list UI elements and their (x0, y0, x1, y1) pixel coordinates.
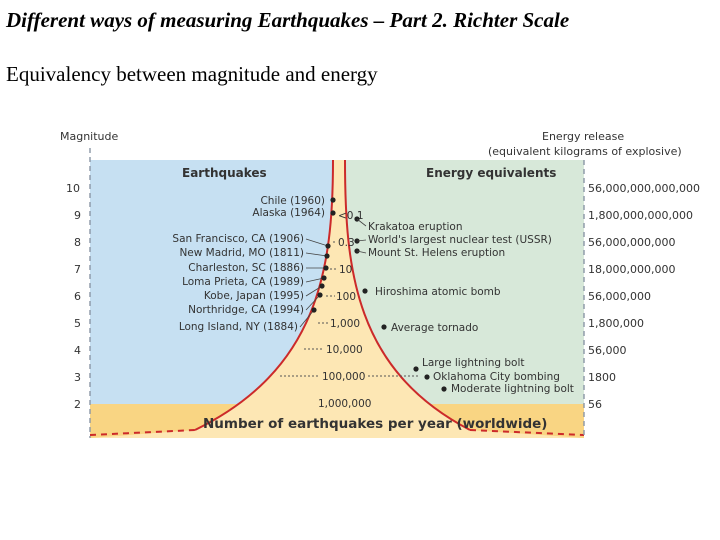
earthquake-label: Northridge, CA (1994) (188, 304, 304, 316)
magnitude-label: 3 (74, 371, 81, 384)
magnitude-label: 10 (66, 182, 80, 195)
equivalent-annotations: Krakatoa eruption World's largest nuclea… (354, 216, 574, 395)
slide-subtitle: Equivalency between magnitude and energy (6, 62, 378, 86)
earthquake-marker (321, 275, 327, 281)
equivalent-label: Large lightning bolt (422, 357, 525, 369)
magnitude-label: 2 (74, 398, 81, 411)
earthquake-annotations: Chile (1960) Alaska (1964) San Francisco… (172, 195, 336, 333)
energy-equivalents-header: Energy equivalents (426, 166, 556, 180)
earthquakes-header: Earthquakes (182, 166, 267, 180)
earthquake-label: Chile (1960) (260, 195, 325, 207)
earthquake-label: Charleston, SC (1886) (188, 262, 304, 274)
frequency-label: 0.3 (338, 237, 355, 249)
magnitude-label: 4 (74, 344, 81, 357)
energy-value: 56,000 (588, 344, 627, 357)
earthquake-marker (311, 307, 317, 313)
leader-line (356, 218, 367, 227)
frequency-label: 100,000 (322, 371, 365, 383)
leader-line (299, 309, 315, 328)
magnitude-label: 6 (74, 290, 81, 303)
energy-value: 56 (588, 398, 602, 411)
energy-header-line1: Energy release (542, 130, 624, 143)
energy-value: 1,800,000,000,000 (588, 209, 693, 222)
magnitude-scale: 10 9 8 7 6 5 4 3 2 (66, 182, 81, 411)
magnitude-header: Magnitude (60, 130, 119, 143)
equivalent-marker (381, 324, 387, 330)
energy-header-line2: (equivalent kilograms of explosive) (488, 145, 682, 158)
earthquake-label: New Madrid, MO (1811) (179, 247, 304, 259)
energy-value: 18,000,000,000 (588, 263, 675, 276)
earthquake-label: Alaska (1964) (252, 207, 325, 219)
leader-line (305, 285, 323, 297)
frequency-labels: <0.1 0.3 10 100 1,000 10,000 100,000 1,0… (280, 210, 420, 410)
equivalent-label: Oklahoma City bombing (433, 371, 560, 383)
energy-value: 1800 (588, 371, 616, 384)
earthquake-marker (330, 210, 336, 216)
equivalent-marker (424, 374, 430, 380)
energy-value: 1,800,000 (588, 317, 644, 330)
equivalent-label: Krakatoa eruption (368, 221, 463, 233)
leader-line (356, 250, 367, 254)
magnitude-label: 5 (74, 317, 81, 330)
equivalent-label: World's largest nuclear test (USSR) (368, 234, 552, 246)
frequency-label: 10 (339, 264, 352, 276)
energy-value: 56,000,000,000,000 (588, 182, 700, 195)
equivalent-marker (413, 366, 419, 372)
energy-value: 56,000,000 (588, 290, 651, 303)
slide-title: Different ways of measuring Earthquakes … (6, 8, 570, 32)
energy-value: 56,000,000,000 (588, 236, 675, 249)
earthquake-marker (319, 283, 325, 289)
footer-label: Number of earthquakes per year (worldwid… (203, 416, 547, 432)
earthquake-marker (323, 265, 329, 271)
equivalent-marker (441, 386, 447, 392)
earthquake-label: Kobe, Japan (1995) (204, 290, 304, 302)
earthquake-marker (317, 292, 323, 298)
leader-line (305, 277, 325, 283)
funnel-right-edge (344, 159, 471, 431)
frequency-label: 10,000 (326, 344, 363, 356)
magnitude-label: 7 (74, 263, 81, 276)
leader-line (305, 238, 329, 247)
earthquake-label: Loma Prieta, CA (1989) (182, 276, 304, 288)
frequency-label: 1,000 (330, 318, 360, 330)
earthquake-label: Long Island, NY (1884) (179, 321, 298, 333)
bottom-dashed-right (469, 429, 585, 436)
equivalent-label: Hiroshima atomic bomb (375, 286, 501, 298)
energy-scale: 56,000,000,000,000 1,800,000,000,000 56,… (588, 182, 700, 411)
frequency-label: 1,000,000 (318, 398, 371, 410)
frequency-label: <0.1 (338, 210, 364, 222)
equivalent-label: Moderate lightning bolt (451, 383, 574, 395)
equivalent-label: Average tornado (391, 322, 478, 334)
leader-line (356, 239, 367, 242)
magnitude-label: 9 (74, 209, 81, 222)
funnel-left-edge (194, 159, 334, 431)
leader-line (305, 252, 328, 257)
equivalent-marker (362, 288, 368, 294)
leader-line (305, 294, 321, 311)
magnitude-label: 8 (74, 236, 81, 249)
earthquake-label: San Francisco, CA (1906) (172, 233, 304, 245)
earthquake-marker (325, 243, 331, 249)
funnel-fill (90, 160, 584, 438)
earthquake-marker (330, 197, 336, 203)
equivalent-label: Mount St. Helens eruption (368, 247, 505, 259)
earthquake-marker (324, 253, 330, 259)
frequency-label: 100 (336, 291, 356, 303)
